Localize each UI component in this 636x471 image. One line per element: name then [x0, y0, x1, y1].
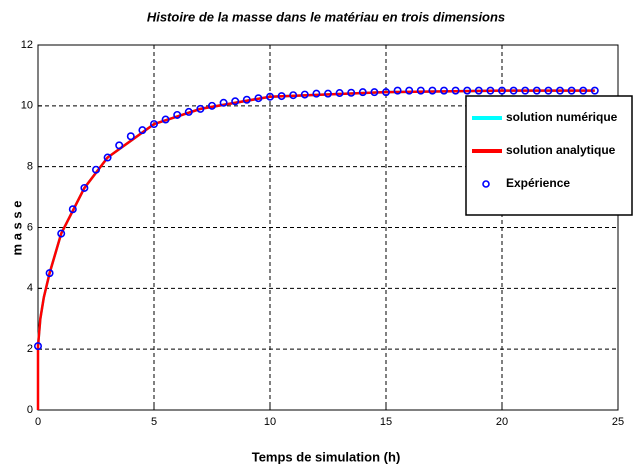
data-point: [590, 86, 599, 95]
y-tick-label: 4: [27, 282, 33, 294]
data-point: [532, 86, 541, 95]
x-tick-label: 15: [380, 416, 392, 428]
data-point: [254, 94, 263, 103]
y-tick-label: 10: [21, 100, 33, 112]
data-point: [521, 86, 530, 95]
x-axis-label: Temps de simulation (h): [252, 449, 401, 464]
data-point: [579, 86, 588, 95]
x-tick-label: 5: [151, 416, 157, 428]
x-tick-label: 10: [264, 416, 276, 428]
y-tick-label: 8: [27, 161, 33, 173]
legend-label: solution analytique: [506, 143, 616, 157]
data-point: [68, 205, 77, 214]
data-point: [242, 95, 251, 104]
data-point: [231, 97, 240, 106]
data-point: [428, 86, 437, 95]
data-point: [358, 88, 367, 97]
data-point: [347, 88, 356, 97]
data-point: [463, 86, 472, 95]
data-point: [451, 86, 460, 95]
data-point: [33, 342, 42, 351]
legend-label: solution numérique: [506, 110, 618, 124]
data-point: [173, 110, 182, 119]
x-tick-label: 25: [612, 416, 624, 428]
data-point: [300, 90, 309, 99]
data-point: [312, 89, 321, 98]
data-point: [393, 86, 402, 95]
data-point: [277, 92, 286, 101]
data-point: [126, 132, 135, 141]
plot-frame: [37, 44, 619, 411]
data-point: [265, 92, 274, 101]
data-point: [196, 104, 205, 113]
data-point: [289, 91, 298, 100]
data-point: [161, 115, 170, 124]
data-point: [323, 89, 332, 98]
data-point: [381, 88, 390, 97]
data-point: [138, 126, 147, 135]
data-point: [474, 86, 483, 95]
legend-label: Expérience: [506, 176, 570, 190]
y-tick-label: 0: [27, 404, 33, 416]
data-point: [416, 86, 425, 95]
legend-box: [465, 95, 633, 216]
data-point: [45, 269, 54, 278]
legend-marker: [482, 180, 490, 188]
data-point: [80, 183, 89, 192]
y-axis-label: m a s s e: [9, 201, 24, 256]
x-tick-label: 20: [496, 416, 508, 428]
data-point: [439, 86, 448, 95]
x-tick-label: 0: [35, 416, 41, 428]
y-tick-label: 2: [27, 343, 33, 355]
y-tick-label: 6: [27, 221, 33, 233]
data-point: [208, 101, 217, 110]
data-point: [92, 165, 101, 174]
data-point: [57, 229, 66, 238]
data-point: [184, 107, 193, 116]
data-point: [555, 86, 564, 95]
data-point: [370, 88, 379, 97]
chart-title: Histoire de la masse dans le matériau en…: [147, 9, 505, 24]
data-point: [150, 120, 159, 129]
y-tick-label: 12: [21, 39, 33, 51]
data-point: [405, 86, 414, 95]
data-point: [497, 86, 506, 95]
data-point: [335, 89, 344, 98]
data-point: [509, 86, 518, 95]
data-point: [103, 153, 112, 162]
data-point: [115, 141, 124, 150]
data-point: [486, 86, 495, 95]
data-point: [219, 98, 228, 107]
data-point: [567, 86, 576, 95]
data-point: [544, 86, 553, 95]
